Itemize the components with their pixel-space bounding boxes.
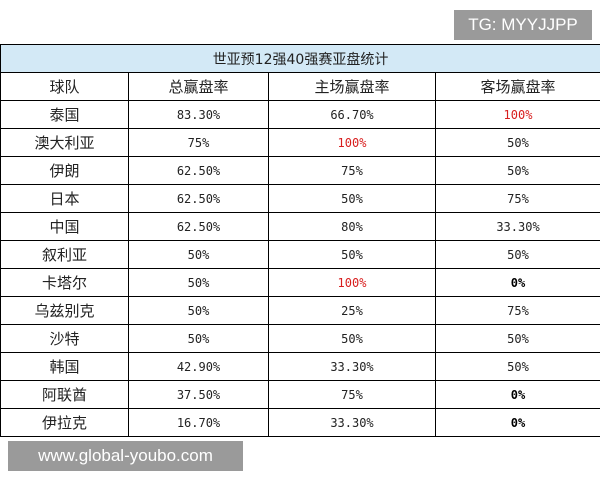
total-rate: 62.50% <box>128 156 269 185</box>
home-rate: 100% <box>268 128 436 157</box>
total-rate: 42.90% <box>128 352 269 381</box>
header-team: 球队 <box>0 72 129 101</box>
home-rate: 50% <box>268 240 436 269</box>
away-rate: 75% <box>434 296 600 325</box>
home-rate: 50% <box>268 184 436 213</box>
table-row: 叙利亚 50% 50% 50% <box>0 240 600 269</box>
team-name: 中国 <box>0 212 129 241</box>
team-name: 沙特 <box>0 324 129 353</box>
total-rate: 37.50% <box>128 380 269 409</box>
team-name: 乌兹别克 <box>0 296 129 325</box>
total-rate: 16.70% <box>128 408 269 437</box>
header-home-rate: 主场赢盘率 <box>268 72 436 101</box>
away-rate: 0% <box>434 408 600 437</box>
home-rate: 80% <box>268 212 436 241</box>
home-rate: 75% <box>268 156 436 185</box>
handicap-stats-table: 世亚预12强40强赛亚盘统计 球队 总赢盘率 主场赢盘率 客场赢盘率 泰国 83… <box>0 44 600 437</box>
away-rate: 75% <box>434 184 600 213</box>
total-rate: 50% <box>128 296 269 325</box>
table-row: 乌兹别克 50% 25% 75% <box>0 296 600 325</box>
team-name: 澳大利亚 <box>0 128 129 157</box>
header-total-rate: 总赢盘率 <box>128 72 269 101</box>
home-rate: 25% <box>268 296 436 325</box>
table-row: 澳大利亚 75% 100% 50% <box>0 128 600 157</box>
away-rate: 50% <box>434 352 600 381</box>
table-row: 韩国 42.90% 33.30% 50% <box>0 352 600 381</box>
table-row: 卡塔尔 50% 100% 0% <box>0 268 600 297</box>
table-header-row: 球队 总赢盘率 主场赢盘率 客场赢盘率 <box>0 72 600 101</box>
total-rate: 83.30% <box>128 100 269 129</box>
team-name: 阿联酋 <box>0 380 129 409</box>
away-rate: 33.30% <box>434 212 600 241</box>
home-rate: 33.30% <box>268 408 436 437</box>
away-rate: 100% <box>434 100 600 129</box>
total-rate: 62.50% <box>128 184 269 213</box>
home-rate: 66.70% <box>268 100 436 129</box>
total-rate: 50% <box>128 268 269 297</box>
away-rate: 0% <box>434 268 600 297</box>
table-row: 中国 62.50% 80% 33.30% <box>0 212 600 241</box>
team-name: 伊朗 <box>0 156 129 185</box>
team-name: 日本 <box>0 184 129 213</box>
home-rate: 75% <box>268 380 436 409</box>
team-name: 泰国 <box>0 100 129 129</box>
watermark-bottom: www.global-youbo.com <box>8 441 243 471</box>
away-rate: 0% <box>434 380 600 409</box>
away-rate: 50% <box>434 240 600 269</box>
team-name: 伊拉克 <box>0 408 129 437</box>
table-title-row: 世亚预12强40强赛亚盘统计 <box>0 44 600 73</box>
away-rate: 50% <box>434 324 600 353</box>
table-row: 日本 62.50% 50% 75% <box>0 184 600 213</box>
table-row: 沙特 50% 50% 50% <box>0 324 600 353</box>
away-rate: 50% <box>434 156 600 185</box>
total-rate: 50% <box>128 324 269 353</box>
team-name: 韩国 <box>0 352 129 381</box>
team-name: 卡塔尔 <box>0 268 129 297</box>
home-rate: 100% <box>268 268 436 297</box>
table-row: 伊拉克 16.70% 33.30% 0% <box>0 408 600 437</box>
total-rate: 75% <box>128 128 269 157</box>
header-away-rate: 客场赢盘率 <box>434 72 600 101</box>
away-rate: 50% <box>434 128 600 157</box>
table-row: 泰国 83.30% 66.70% 100% <box>0 100 600 129</box>
table-row: 伊朗 62.50% 75% 50% <box>0 156 600 185</box>
table-row: 阿联酋 37.50% 75% 0% <box>0 380 600 409</box>
watermark-top: TG: MYYJJPP <box>454 10 592 40</box>
home-rate: 50% <box>268 324 436 353</box>
team-name: 叙利亚 <box>0 240 129 269</box>
total-rate: 50% <box>128 240 269 269</box>
home-rate: 33.30% <box>268 352 436 381</box>
table-title: 世亚预12强40强赛亚盘统计 <box>0 44 600 73</box>
total-rate: 62.50% <box>128 212 269 241</box>
